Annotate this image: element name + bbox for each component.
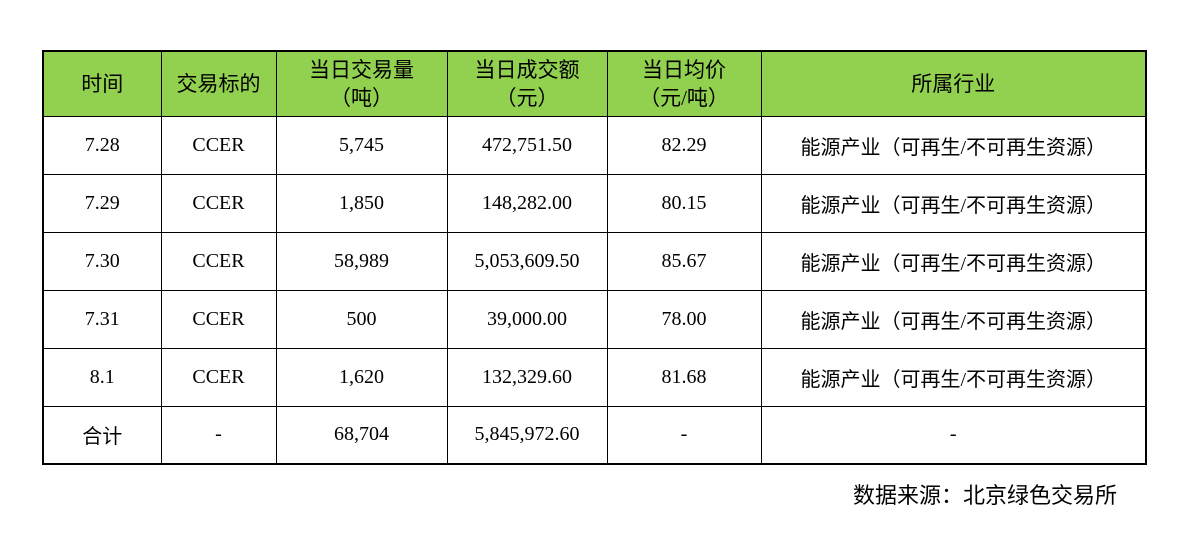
header-unit: （元/吨） — [639, 85, 729, 110]
header-unit: （吨） — [330, 85, 393, 110]
header-label: 时间 — [81, 71, 124, 96]
header-label: 当日交易量 — [309, 57, 414, 82]
cell-turnover: 39,000.00 — [446, 289, 608, 349]
cell-volume: 1,620 — [275, 347, 448, 407]
table-row: 7.29 CCER 1,850 148,282.00 80.15 能源产业（可再… — [42, 173, 1147, 233]
cell-subject: CCER — [160, 115, 277, 175]
cell-avg-price: 81.68 — [606, 347, 762, 407]
column-header-turnover: 当日成交额 （元） — [446, 50, 608, 117]
header-label: 当日均价 — [642, 57, 726, 82]
table-row: 7.31 CCER 500 39,000.00 78.00 能源产业（可再生/不… — [42, 289, 1147, 349]
cell-volume: 5,745 — [275, 115, 448, 175]
cell-industry: - — [760, 405, 1147, 465]
cell-avg-price: - — [606, 405, 762, 465]
cell-volume: 500 — [275, 289, 448, 349]
cell-industry: 能源产业（可再生/不可再生资源） — [760, 289, 1147, 349]
cell-volume: 58,989 — [275, 231, 448, 291]
cell-avg-price: 82.29 — [606, 115, 762, 175]
cell-time: 7.31 — [42, 289, 162, 349]
cell-industry: 能源产业（可再生/不可再生资源） — [760, 231, 1147, 291]
cell-turnover: 472,751.50 — [446, 115, 608, 175]
cell-turnover: 5,845,972.60 — [446, 405, 608, 465]
column-header-volume: 当日交易量 （吨） — [275, 50, 448, 117]
cell-avg-price: 80.15 — [606, 173, 762, 233]
cell-industry: 能源产业（可再生/不可再生资源） — [760, 115, 1147, 175]
column-header-avg-price: 当日均价 （元/吨） — [606, 50, 762, 117]
cell-subject: CCER — [160, 173, 277, 233]
cell-industry: 能源产业（可再生/不可再生资源） — [760, 173, 1147, 233]
cell-subject: CCER — [160, 347, 277, 407]
cell-avg-price: 78.00 — [606, 289, 762, 349]
cell-turnover: 132,329.60 — [446, 347, 608, 407]
cell-subject: - — [160, 405, 277, 465]
data-source-note: 数据来源：北京绿色交易所 — [853, 483, 1118, 508]
cell-subject: CCER — [160, 231, 277, 291]
cell-time: 8.1 — [42, 347, 162, 407]
table-row: 7.28 CCER 5,745 472,751.50 82.29 能源产业（可再… — [42, 115, 1147, 175]
trading-data-table: 时间 交易标的 当日交易量 （吨） 当日成交额 （元） 当日均价 （元/ — [42, 50, 1147, 465]
column-header-time: 时间 — [42, 50, 162, 117]
total-row: 合计 - 68,704 5,845,972.60 - - — [42, 405, 1147, 465]
cell-time: 7.29 — [42, 173, 162, 233]
cell-turnover: 5,053,609.50 — [446, 231, 608, 291]
column-header-industry: 所属行业 — [760, 50, 1147, 117]
header-unit: （元） — [495, 85, 559, 110]
cell-time: 7.30 — [42, 231, 162, 291]
table-row: 8.1 CCER 1,620 132,329.60 81.68 能源产业（可再生… — [42, 347, 1147, 407]
table-row: 7.30 CCER 58,989 5,053,609.50 85.67 能源产业… — [42, 231, 1147, 291]
cell-volume: 1,850 — [275, 173, 448, 233]
header-label: 交易标的 — [176, 71, 261, 96]
cell-total-label: 合计 — [42, 405, 162, 465]
column-header-subject: 交易标的 — [160, 50, 277, 117]
cell-subject: CCER — [160, 289, 277, 349]
cell-turnover: 148,282.00 — [446, 173, 608, 233]
header-row: 时间 交易标的 当日交易量 （吨） 当日成交额 （元） 当日均价 （元/ — [42, 50, 1147, 117]
cell-time: 7.28 — [42, 115, 162, 175]
header-label: 所属行业 — [911, 71, 996, 96]
cell-industry: 能源产业（可再生/不可再生资源） — [760, 347, 1147, 407]
cell-volume: 68,704 — [275, 405, 448, 465]
header-label: 当日成交额 — [474, 57, 580, 82]
cell-avg-price: 85.67 — [606, 231, 762, 291]
